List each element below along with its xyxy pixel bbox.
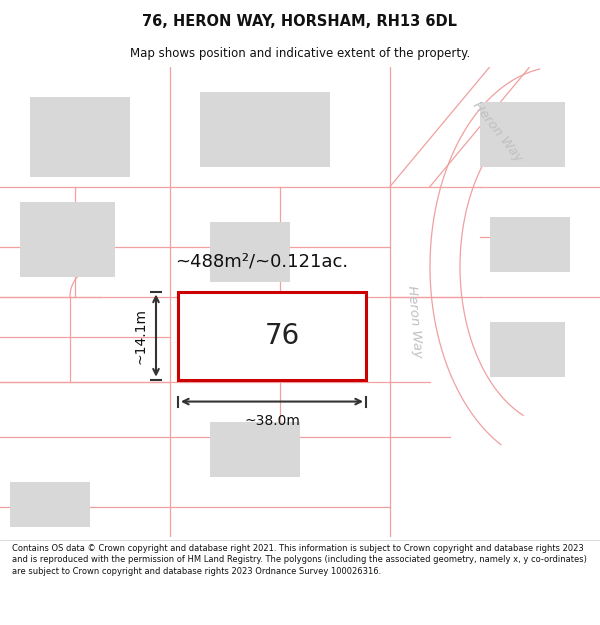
Bar	[178, 291, 366, 379]
Text: 76: 76	[265, 321, 299, 349]
Bar	[210, 221, 290, 281]
Bar	[20, 201, 115, 276]
Bar	[480, 101, 565, 166]
Bar	[213, 318, 303, 369]
Text: ~38.0m: ~38.0m	[244, 414, 300, 428]
Text: ~488m²/~0.121ac.: ~488m²/~0.121ac.	[175, 253, 349, 271]
Bar	[490, 321, 565, 376]
Bar	[10, 481, 90, 526]
Bar	[490, 216, 570, 271]
Text: ~14.1m: ~14.1m	[134, 308, 148, 364]
Bar	[210, 421, 300, 476]
Text: Heron Way: Heron Way	[406, 285, 425, 358]
Bar	[30, 96, 130, 176]
Text: 76, HERON WAY, HORSHAM, RH13 6DL: 76, HERON WAY, HORSHAM, RH13 6DL	[143, 14, 458, 29]
Text: Map shows position and indicative extent of the property.: Map shows position and indicative extent…	[130, 48, 470, 60]
Text: Contains OS data © Crown copyright and database right 2021. This information is : Contains OS data © Crown copyright and d…	[12, 544, 587, 576]
Text: Heron Way: Heron Way	[470, 99, 526, 164]
Bar	[200, 91, 330, 166]
